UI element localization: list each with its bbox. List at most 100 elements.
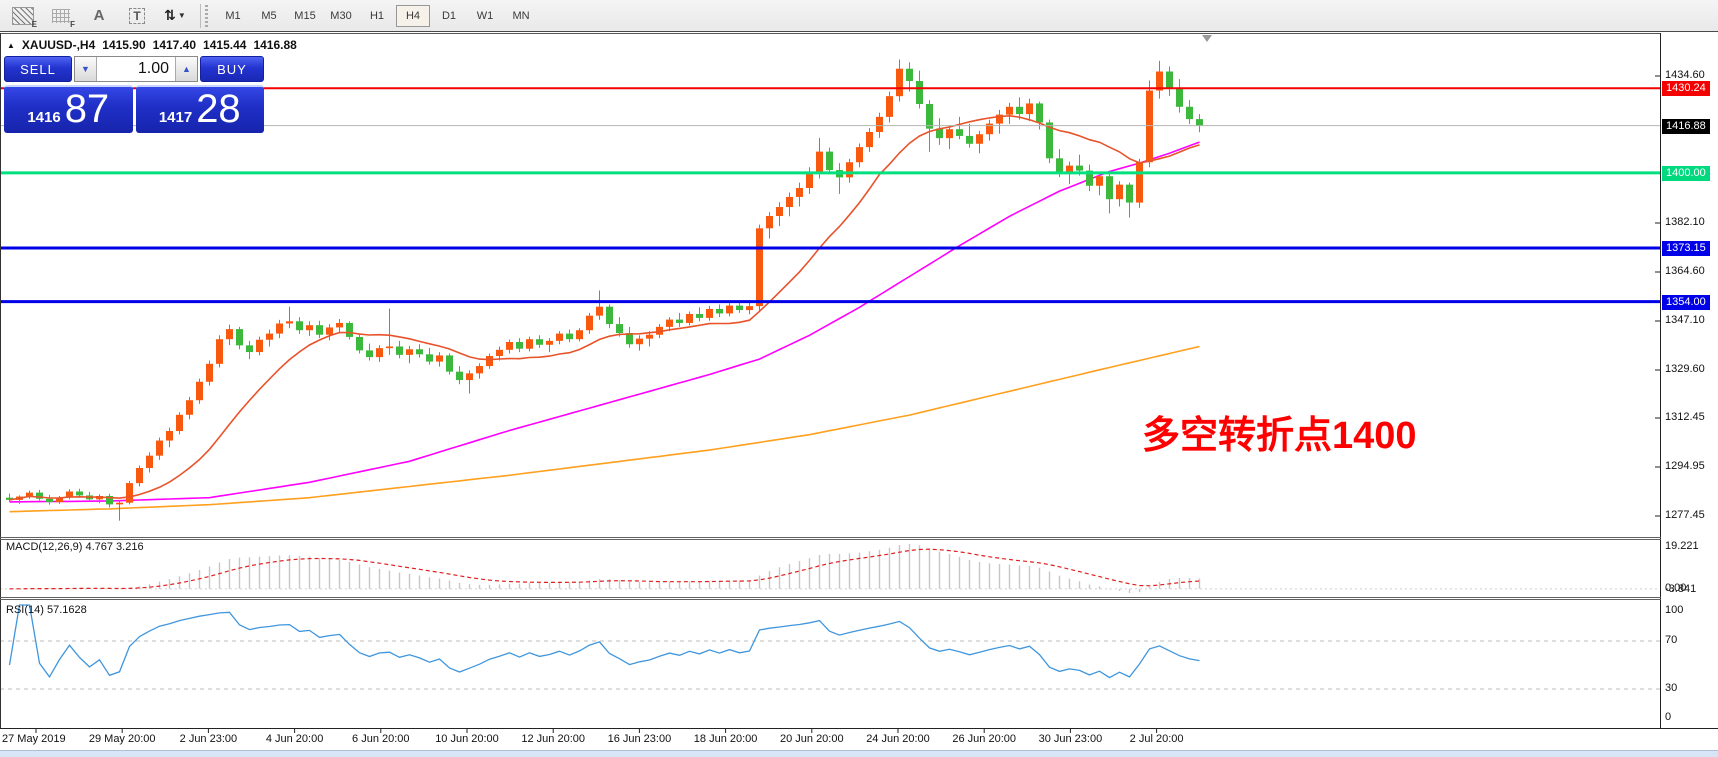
candle-body <box>256 339 263 353</box>
candle-body <box>776 207 783 216</box>
candle-body <box>936 128 943 139</box>
candle-body <box>276 323 283 334</box>
candle-body <box>806 173 813 188</box>
time-tick-label: 2 Jun 23:00 <box>179 733 238 745</box>
candle-body <box>966 135 973 144</box>
candle-body <box>36 492 43 499</box>
pane-separator[interactable] <box>0 597 1661 598</box>
candle-body <box>416 349 423 355</box>
arrows-glyph: ⇅ <box>164 7 176 23</box>
candle-body <box>506 341 513 350</box>
volume-input[interactable] <box>97 57 175 81</box>
price-tick-label: 1294.95 <box>1665 460 1705 472</box>
candle-body <box>1196 119 1203 126</box>
candle-body <box>896 68 903 97</box>
candle-body <box>146 455 153 468</box>
candle-body <box>1036 103 1043 123</box>
candle-body <box>606 306 613 325</box>
candle-body <box>666 319 673 327</box>
candle-body <box>816 151 823 174</box>
collapse-panel-icon[interactable]: ▲ <box>7 41 15 50</box>
triangle-up-icon: ▲ <box>182 64 191 74</box>
candle-body <box>676 319 683 323</box>
candle-body <box>786 196 793 208</box>
candle-body <box>916 81 923 104</box>
candle-body <box>406 349 413 355</box>
timeframe-button-h1[interactable]: H1 <box>369 9 385 22</box>
text-label-a-icon[interactable]: A <box>84 5 114 27</box>
candle-body <box>476 366 483 374</box>
price-tick-label: 100 <box>1665 604 1684 616</box>
candle-body <box>106 495 113 505</box>
candle-body <box>956 129 963 136</box>
candle-body <box>556 333 563 341</box>
timeframe-button-m1[interactable]: M1 <box>225 9 241 22</box>
pane-separator[interactable] <box>0 599 1661 600</box>
candle-body <box>246 345 253 353</box>
candle-body <box>926 103 933 129</box>
candle-body <box>426 354 433 362</box>
candle-body <box>326 327 333 335</box>
volume-decrease-button[interactable]: ▼ <box>75 57 97 81</box>
sort-arrows-icon[interactable]: ⇅ ▼ <box>160 5 190 27</box>
time-tick-label: 6 Jun 20:00 <box>352 733 410 745</box>
time-tick-label: 10 Jun 20:00 <box>435 733 499 745</box>
timeframe-button-m15[interactable]: M15 <box>294 9 316 22</box>
window-bottom-strip <box>0 750 1718 757</box>
timeframe-button-w1[interactable]: W1 <box>476 9 494 22</box>
candle-body <box>386 346 393 349</box>
ohlc-open: 1415.90 <box>102 38 146 52</box>
sell-price-major: 1416 <box>27 109 61 126</box>
pane-separator[interactable] <box>0 539 1661 540</box>
sell-price-minor: 87 <box>64 87 110 131</box>
candle-body <box>876 116 883 132</box>
candle-body <box>586 315 593 331</box>
timeframe-button-m30[interactable]: M30 <box>330 9 352 22</box>
time-tick-label: 4 Jun 20:00 <box>265 733 324 745</box>
buy-price-major: 1417 <box>158 109 193 126</box>
timeframe-button-d1[interactable]: D1 <box>441 9 457 22</box>
sell-button[interactable]: SELL <box>4 56 72 82</box>
candle-body <box>636 338 643 345</box>
price-level-label: 1430.24 <box>1662 81 1710 97</box>
toolbar-separator <box>200 3 201 28</box>
candle-body <box>136 467 143 484</box>
time-tick-label: 16 Jun 23:00 <box>607 733 672 745</box>
candle-body <box>1186 106 1193 120</box>
candle-body <box>446 355 453 372</box>
buy-button[interactable]: BUY <box>200 56 264 82</box>
candle-body <box>126 483 133 503</box>
icon-sub-label: F <box>70 19 75 29</box>
candle-body <box>1026 103 1033 115</box>
candle-body <box>1066 165 1073 173</box>
candle-body <box>1086 170 1093 186</box>
volume-increase-button[interactable]: ▲ <box>175 57 197 81</box>
candle-body <box>56 497 63 503</box>
timeframe-button-h4[interactable]: H4 <box>396 4 430 27</box>
candle-body <box>886 96 893 117</box>
time-tick-label: 27 May 2019 <box>2 733 66 745</box>
price-level-label: 1416.88 <box>1662 118 1710 134</box>
a-glyph: A <box>93 7 105 24</box>
price-level-label: 1354.00 <box>1662 294 1710 310</box>
timeframe-button-mn[interactable]: MN <box>512 9 530 22</box>
timeframe-button-m5[interactable]: M5 <box>261 9 277 22</box>
sell-price-tile[interactable]: 1416 87 <box>4 85 133 133</box>
time-axis-line <box>0 728 1718 729</box>
candle-body <box>526 339 533 349</box>
candle-body <box>306 325 313 331</box>
text-box-t-icon[interactable]: T <box>122 5 152 27</box>
candle-body <box>1136 162 1143 203</box>
chart-shift-marker[interactable] <box>1202 35 1212 42</box>
candle-body <box>846 162 853 178</box>
toolbar-drag-handle[interactable] <box>205 4 208 27</box>
hatch-pattern-e-icon[interactable]: E <box>8 5 38 29</box>
buy-price-tile[interactable]: 1417 28 <box>135 85 264 133</box>
pane-separator[interactable] <box>0 537 1661 538</box>
dotted-grid-f-icon[interactable]: F <box>46 5 76 29</box>
hatch-glyph <box>12 6 34 25</box>
candle-body <box>456 371 463 381</box>
candle-body <box>366 350 373 358</box>
rsi-label: RSI(14) 57.1628 <box>6 604 87 616</box>
